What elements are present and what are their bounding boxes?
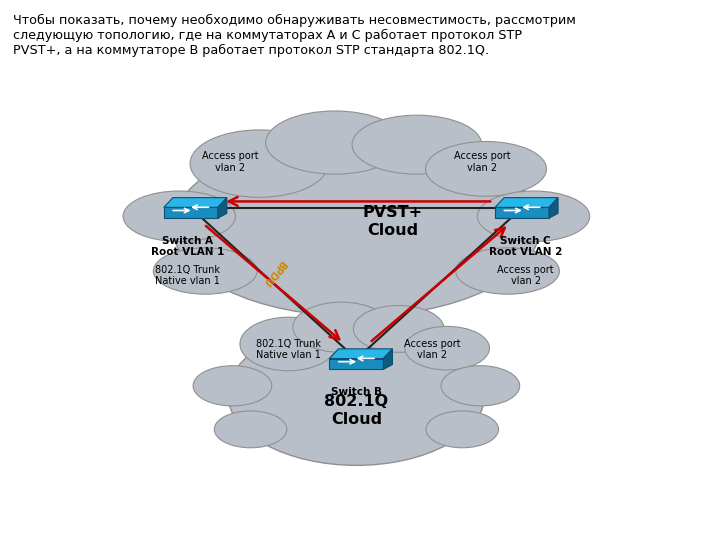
Ellipse shape	[153, 248, 257, 294]
Ellipse shape	[266, 111, 404, 174]
Ellipse shape	[123, 191, 235, 241]
Ellipse shape	[293, 302, 390, 352]
Polygon shape	[549, 198, 558, 218]
Ellipse shape	[228, 323, 485, 465]
Ellipse shape	[405, 326, 490, 370]
Polygon shape	[164, 198, 227, 207]
Polygon shape	[330, 359, 383, 369]
Ellipse shape	[441, 366, 520, 406]
Polygon shape	[217, 198, 227, 218]
Text: Access port
vlan 2: Access port vlan 2	[498, 265, 554, 286]
Text: PVST+
Cloud: PVST+ Cloud	[362, 205, 423, 238]
Text: Switch C: Switch C	[500, 236, 551, 246]
Ellipse shape	[193, 366, 271, 406]
Text: Чтобы показать, почему необходимо обнаруживать несовместимость, рассмотрим
следу: Чтобы показать, почему необходимо обнару…	[13, 14, 576, 57]
Polygon shape	[495, 207, 549, 218]
Text: Root VLAN 2: Root VLAN 2	[489, 247, 562, 257]
Text: Switch A: Switch A	[162, 236, 212, 246]
Text: BPDU: BPDU	[260, 258, 287, 288]
Text: Access port
vlan 2: Access port vlan 2	[454, 151, 510, 173]
Text: Root VLAN 1: Root VLAN 1	[150, 247, 224, 257]
Ellipse shape	[456, 248, 559, 294]
Polygon shape	[330, 349, 392, 359]
Text: 802.1Q Trunk
Native vlan 1: 802.1Q Trunk Native vlan 1	[155, 265, 220, 286]
Ellipse shape	[426, 411, 498, 448]
Text: 802.1Q Trunk
Native vlan 1: 802.1Q Trunk Native vlan 1	[256, 339, 320, 360]
Polygon shape	[495, 198, 558, 207]
Text: Access port
vlan 2: Access port vlan 2	[404, 339, 460, 360]
Text: Access port
vlan 2: Access port vlan 2	[202, 151, 258, 173]
Text: Switch B: Switch B	[331, 387, 382, 397]
Polygon shape	[164, 207, 217, 218]
Ellipse shape	[190, 130, 328, 197]
Text: 802.1Q
Cloud: 802.1Q Cloud	[324, 394, 389, 427]
Ellipse shape	[173, 137, 540, 316]
Ellipse shape	[426, 141, 546, 196]
Ellipse shape	[477, 191, 590, 241]
Polygon shape	[383, 349, 392, 369]
Ellipse shape	[352, 115, 482, 174]
Ellipse shape	[215, 411, 287, 448]
Ellipse shape	[354, 306, 444, 352]
Ellipse shape	[240, 317, 337, 371]
